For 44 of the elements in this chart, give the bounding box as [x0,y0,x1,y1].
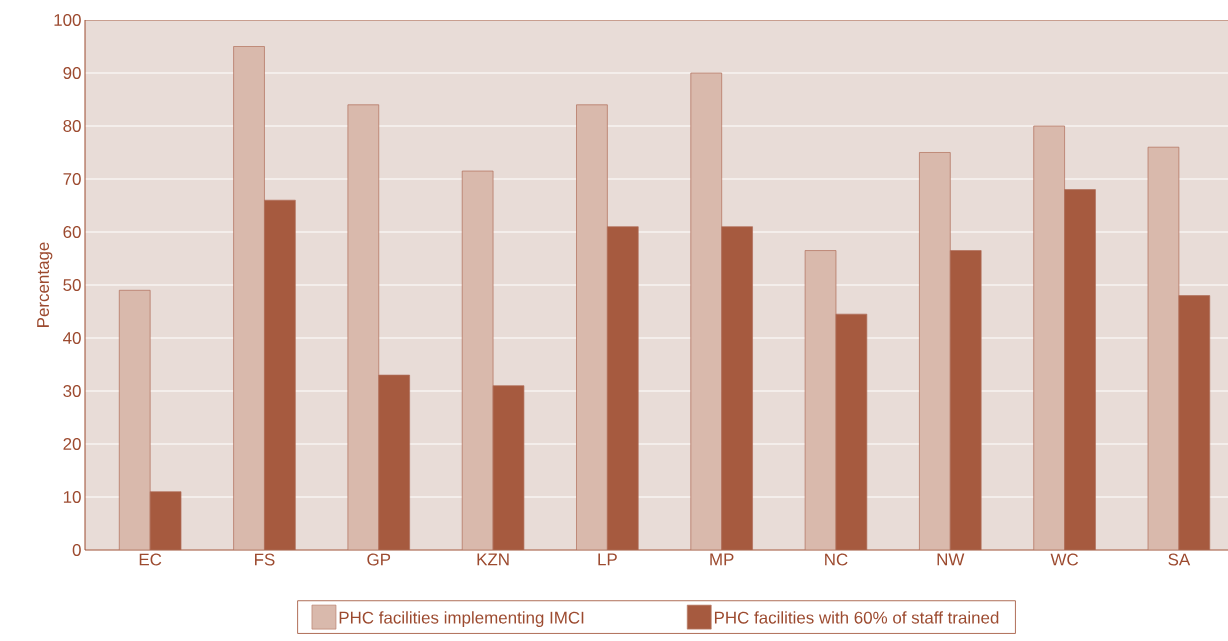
bar [1064,189,1096,550]
x-tick-label: WC [1050,553,1079,566]
bar [919,152,951,550]
bar [949,250,982,550]
y-tick-label: 40 [63,332,81,344]
y-tick-label: 50 [63,279,81,291]
x-tick-label: GP [367,553,391,566]
bar [576,104,608,550]
bar [347,104,380,550]
x-tick-label: LP [598,553,617,566]
bar [118,289,151,550]
bar [264,199,296,550]
y-tick-label: 70 [63,173,81,185]
bar [378,374,410,550]
bar [1033,125,1065,550]
legend-label: PHC facilities with 60% of staff trained [714,611,999,624]
bar [804,250,837,550]
bar [149,491,182,550]
bar [721,226,753,550]
x-tick-label: FS [255,553,275,566]
bar [690,72,723,550]
x-tick-label: SA [1168,553,1191,566]
y-tick-label: 20 [63,438,81,450]
y-tick-label: 80 [63,120,81,132]
y-tick-label: 90 [63,67,81,79]
x-tick-label: NW [937,553,965,566]
y-tick-label: 0 [72,544,81,556]
x-tick-label: MP [710,553,734,566]
bar [1178,295,1211,550]
x-tick-label: EC [139,553,162,566]
x-tick-label: NC [825,553,848,566]
bar [492,385,525,550]
legend-label: PHC facilities implementing IMCI [339,611,584,627]
bar [233,46,265,550]
bar [461,170,494,550]
bar [1147,146,1180,550]
y-tick-label: 100 [54,14,81,26]
bar [607,226,639,550]
bar [835,313,868,550]
y-tick-label: 30 [63,385,81,397]
y-tick-label: 10 [63,491,81,503]
y-axis-title: Percentage [37,242,53,327]
x-tick-label: KZN [477,553,509,566]
y-tick-label: 60 [63,226,81,238]
